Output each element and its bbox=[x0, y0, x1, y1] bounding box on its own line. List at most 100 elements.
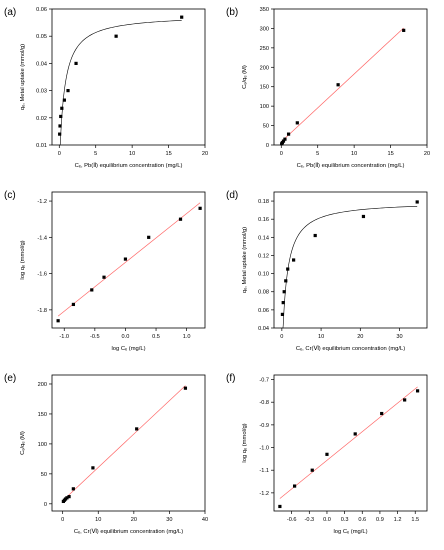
x-tick-label: 15 bbox=[387, 151, 393, 157]
x-tick-label: 0.3 bbox=[341, 517, 349, 523]
y-tick-label: 0.04 bbox=[36, 61, 47, 67]
data-point bbox=[178, 217, 183, 221]
x-tick-label: 0.5 bbox=[152, 334, 160, 340]
y-tick-label: 0.10 bbox=[258, 272, 269, 278]
data-point bbox=[415, 389, 420, 393]
y-tick-label: -1.1 bbox=[259, 468, 269, 474]
y-tick-label: 250 bbox=[260, 46, 269, 52]
y-tick-label: 150 bbox=[38, 412, 47, 418]
y-tick-label: -1.2 bbox=[37, 199, 47, 205]
plot-frame bbox=[273, 8, 428, 146]
data-point bbox=[66, 89, 70, 93]
x-tick-label: 5 bbox=[316, 151, 319, 157]
y-tick-label: -0.8 bbox=[259, 400, 269, 406]
data-point bbox=[180, 15, 184, 19]
y-axis-title: Cₑ/qₑ (M) bbox=[20, 431, 26, 455]
fit-curve bbox=[282, 205, 418, 329]
chart-svg: (f) -0.6 -0.3 0.0 0.3 0.6 0.9 1.2 1.5 -1.2 -1.1 -1.… bbox=[226, 373, 428, 535]
chart-svg: (a) 0 5 10 15 20 0.01 0.02 0.03 0.04 0.05 0.06 Cₑ, P… bbox=[4, 7, 208, 169]
data-point bbox=[286, 267, 290, 271]
x-tick-label: 10 bbox=[129, 151, 135, 157]
data-point bbox=[71, 487, 75, 491]
x-tick-label: 30 bbox=[396, 334, 402, 340]
data-point bbox=[286, 132, 291, 136]
y-tick-label: -1.6 bbox=[37, 272, 47, 278]
x-tick-label: 20 bbox=[424, 151, 430, 157]
data-point bbox=[353, 432, 357, 436]
x-tick-label: 5 bbox=[94, 151, 97, 157]
y-tick-label: 200 bbox=[260, 65, 269, 71]
x-tick-label: 0.9 bbox=[376, 517, 384, 523]
plot-frame bbox=[51, 374, 206, 512]
data-point bbox=[336, 83, 340, 87]
data-point bbox=[282, 290, 286, 294]
y-tick-label: 0 bbox=[44, 502, 47, 508]
data-point bbox=[295, 121, 299, 125]
panel-f: (f) -0.6 -0.3 0.0 0.3 0.6 0.9 1.2 1.5 -1.2 -1.1 -1.… bbox=[222, 366, 444, 549]
data-point bbox=[114, 34, 118, 38]
data-point bbox=[62, 98, 66, 102]
panel-label: (e) bbox=[4, 373, 16, 384]
data-point bbox=[90, 288, 94, 292]
data-point bbox=[403, 398, 407, 402]
x-tick-label: 20 bbox=[357, 334, 363, 340]
y-tick-label: -1.4 bbox=[37, 235, 47, 241]
panel-b: (b) 0 5 10 15 20 0 50 100 150 200 250 300 350 Cₑ, Pb(Ⅱ… bbox=[222, 0, 444, 183]
fit-line bbox=[279, 386, 418, 499]
y-tick-label: 0.14 bbox=[258, 235, 269, 241]
y-tick-label: 0.04 bbox=[258, 326, 269, 332]
x-tick-label: 1.0 bbox=[183, 334, 191, 340]
y-tick-label: 50 bbox=[41, 472, 47, 478]
x-tick-label: -0.6 bbox=[287, 517, 297, 523]
data-point bbox=[58, 132, 62, 136]
x-tick-label: 1.5 bbox=[411, 517, 419, 523]
panel-c: (c) -1.0 -0.5 0.0 0.5 1.0 -1.8 -1.6 -1.4 -1.2 log … bbox=[0, 183, 222, 366]
y-tick-label: -1.8 bbox=[37, 308, 47, 314]
fit-line bbox=[281, 27, 404, 142]
data-point bbox=[102, 275, 106, 279]
data-point bbox=[135, 427, 139, 431]
x-tick-label: 0 bbox=[58, 151, 61, 157]
x-tick-label: 20 bbox=[131, 517, 137, 523]
x-axis-title: Cₑ, Pb(Ⅱ) equilibrium concentration (mg/… bbox=[297, 163, 405, 169]
x-tick-label: -0.3 bbox=[304, 517, 314, 523]
data-point bbox=[283, 137, 287, 141]
data-point bbox=[74, 61, 78, 65]
x-tick-label: 0 bbox=[61, 517, 64, 523]
panel-label: (f) bbox=[226, 373, 235, 384]
x-tick-label: -0.5 bbox=[90, 334, 100, 340]
y-tick-label: 0.05 bbox=[36, 34, 47, 40]
y-tick-label: -1.2 bbox=[259, 491, 269, 497]
data-point bbox=[59, 114, 63, 119]
x-axis-title: log Cₑ (mg/L) bbox=[111, 346, 145, 352]
data-point bbox=[67, 495, 71, 499]
chart-svg: (d) 0 10 20 30 0.04 0.06 0.08 0.10 0.12 0.14 0.16 0.… bbox=[226, 190, 428, 352]
x-axis-title: Cₑ, Cr(Ⅵ) equilibrium concentration (mg/… bbox=[74, 529, 183, 535]
data-point bbox=[278, 504, 282, 509]
plot-frame bbox=[273, 191, 428, 329]
panel-label: (a) bbox=[4, 7, 16, 18]
panel-d: (d) 0 10 20 30 0.04 0.06 0.08 0.10 0.12 0.14 0.16 0.… bbox=[222, 183, 444, 366]
x-tick-label: 40 bbox=[202, 517, 208, 523]
chart-svg: (e) 0 10 20 30 40 0 50 100 150 200 Cₑ, Cr(Ⅵ) equili… bbox=[4, 373, 208, 535]
data-point bbox=[310, 468, 314, 472]
y-tick-label: 0.06 bbox=[258, 308, 269, 314]
panel-label: (d) bbox=[226, 190, 238, 201]
x-tick-label: 20 bbox=[202, 151, 208, 157]
data-point bbox=[198, 206, 202, 210]
data-point bbox=[65, 496, 69, 500]
y-tick-label: 0.01 bbox=[36, 143, 47, 149]
data-point bbox=[60, 106, 64, 110]
x-tick-label: 0 bbox=[280, 151, 283, 157]
x-tick-label: 0 bbox=[280, 334, 283, 340]
plot-frame bbox=[51, 8, 206, 146]
x-tick-label: 0.6 bbox=[358, 517, 366, 523]
y-tick-label: 0.08 bbox=[258, 290, 269, 296]
y-tick-label: -0.7 bbox=[259, 378, 269, 384]
panel-label: (c) bbox=[4, 190, 16, 201]
y-axis-title: qₑ, Metal uptake (mmol/g) bbox=[20, 44, 26, 110]
x-tick-label: 0.0 bbox=[323, 517, 331, 523]
y-tick-label: 200 bbox=[38, 382, 47, 388]
